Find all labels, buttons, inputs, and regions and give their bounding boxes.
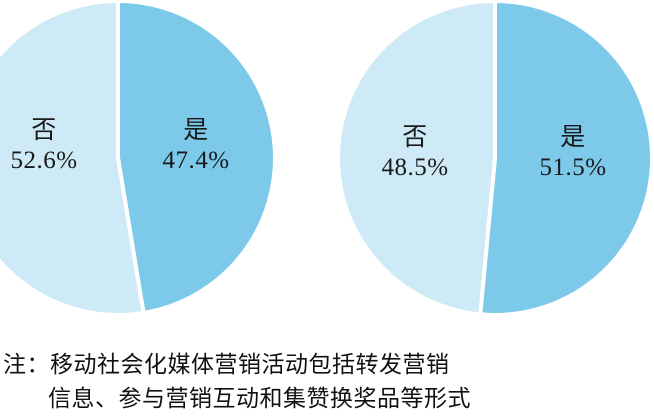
slice-percent: 51.5%	[539, 154, 607, 181]
pie-right-no-label: 否 48.5%	[367, 123, 463, 183]
pie-slice-yes	[116, 0, 277, 315]
pie-slice-no	[336, 0, 497, 317]
slice-name: 否	[31, 117, 57, 144]
pie-slice-yes	[478, 0, 654, 317]
slice-name: 是	[183, 117, 209, 144]
pie-left-yes-label: 是 47.4%	[148, 116, 244, 176]
pie-right-yes-label: 是 51.5%	[525, 123, 621, 183]
note-line-2: 信息、参与营销互动和集赞换奖品等形式	[48, 386, 471, 411]
slice-percent: 48.5%	[381, 154, 449, 181]
slice-percent: 52.6%	[10, 147, 78, 174]
pie-slice-no	[0, 0, 146, 317]
slice-name: 否	[402, 124, 428, 151]
note-line-1: 注：移动社会化媒体营销活动包括转发营销	[3, 352, 450, 377]
pie-left	[0, 0, 277, 317]
slice-name: 是	[560, 124, 586, 151]
figure-note: 注：移动社会化媒体营销活动包括转发营销 信息、参与营销互动和集赞换奖品等形式	[3, 348, 471, 416]
pie-charts-canvas	[0, 0, 654, 317]
slice-percent: 47.4%	[162, 147, 230, 174]
pie-left-no-label: 否 52.6%	[0, 116, 92, 176]
pie-right	[336, 0, 654, 317]
